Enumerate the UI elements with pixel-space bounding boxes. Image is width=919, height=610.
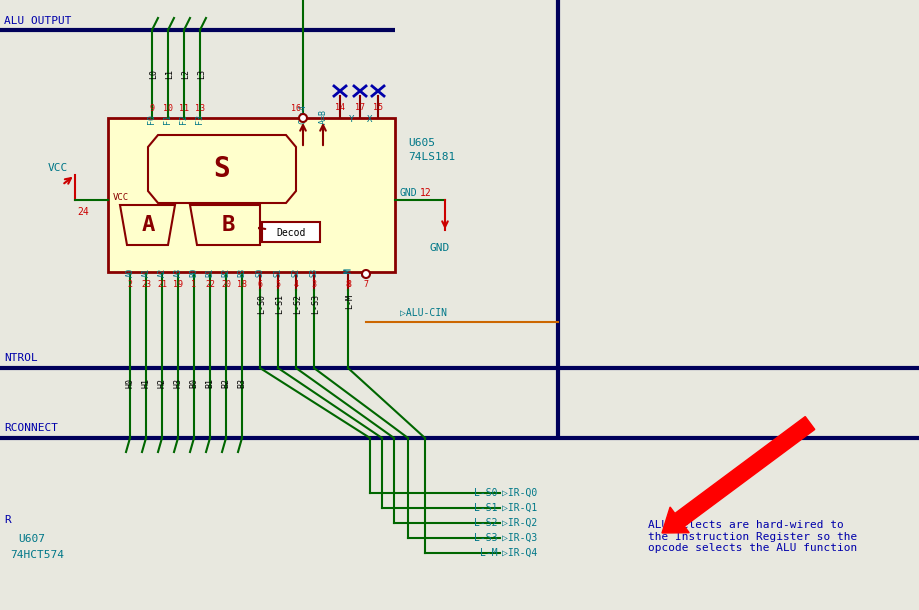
Text: 7: 7: [363, 280, 369, 289]
Text: U607: U607: [18, 534, 45, 544]
Text: Cn: Cn: [361, 268, 370, 278]
Text: L-S1: L-S1: [275, 294, 284, 314]
Text: VCC: VCC: [48, 163, 68, 173]
Text: 14: 14: [335, 103, 345, 112]
Text: ▷IR-Q4: ▷IR-Q4: [502, 548, 537, 558]
Text: A0: A0: [125, 268, 134, 278]
Text: L-S0: L-S0: [257, 294, 267, 314]
Text: L-S0: L-S0: [474, 488, 497, 498]
Text: H0: H0: [125, 378, 134, 388]
Text: ▷IR-Q0: ▷IR-Q0: [502, 488, 537, 498]
Text: Y: Y: [349, 115, 355, 124]
Text: A3: A3: [174, 268, 182, 278]
Text: GND: GND: [400, 188, 417, 198]
Text: 21: 21: [157, 280, 167, 289]
Text: 74LS181: 74LS181: [407, 152, 455, 162]
Text: 8: 8: [346, 280, 350, 289]
Text: 12: 12: [420, 188, 431, 198]
Text: L-S2: L-S2: [474, 518, 497, 528]
Text: B0: B0: [189, 268, 199, 278]
Text: ▷IR-Q3: ▷IR-Q3: [502, 533, 537, 543]
Text: L-M: L-M: [346, 294, 354, 309]
Text: 24: 24: [77, 207, 89, 217]
Text: GND: GND: [429, 243, 449, 253]
Text: L-S2: L-S2: [293, 294, 302, 314]
Text: 74HCT574: 74HCT574: [10, 550, 64, 560]
Text: 3: 3: [312, 280, 316, 289]
Text: L-S3: L-S3: [312, 294, 320, 314]
Text: F3: F3: [196, 114, 204, 124]
Text: L-S3: L-S3: [474, 533, 497, 543]
Text: A1: A1: [142, 268, 151, 278]
Text: B3: B3: [237, 378, 246, 388]
Text: L2: L2: [181, 69, 190, 79]
Text: VCC: VCC: [113, 193, 129, 203]
Bar: [262, 222, 320, 242]
Text: 19: 19: [173, 280, 183, 289]
Text: F2: F2: [179, 114, 188, 124]
Bar: [108, 118, 394, 272]
Text: RCONNECT: RCONNECT: [4, 423, 58, 433]
Text: S2: S2: [291, 268, 301, 278]
Text: 11: 11: [179, 104, 188, 113]
Text: X: X: [367, 115, 372, 124]
Circle shape: [299, 114, 307, 122]
Text: 13: 13: [195, 104, 205, 113]
Text: L-S1: L-S1: [474, 503, 497, 513]
Circle shape: [361, 270, 369, 278]
Text: B2: B2: [221, 378, 231, 388]
Text: 20: 20: [221, 280, 231, 289]
Text: NTROL: NTROL: [4, 353, 38, 363]
Text: B1: B1: [205, 268, 214, 278]
Text: B: B: [221, 215, 234, 235]
Text: L-M: L-M: [480, 548, 497, 558]
Text: 1: 1: [191, 280, 197, 289]
Text: S1: S1: [273, 268, 282, 278]
Text: R: R: [4, 515, 11, 525]
Text: S: S: [213, 155, 230, 183]
Text: A2: A2: [157, 268, 166, 278]
Text: A: A: [142, 215, 154, 235]
Text: H3: H3: [174, 378, 182, 388]
Text: L0: L0: [149, 69, 158, 79]
Text: H2: H2: [157, 378, 166, 388]
Text: U605: U605: [407, 138, 435, 148]
Text: 17: 17: [355, 103, 365, 112]
Text: Decod: Decod: [276, 228, 305, 238]
Text: 15: 15: [372, 103, 382, 112]
Text: 16: 16: [290, 104, 301, 113]
Text: F1: F1: [164, 114, 173, 124]
Text: S3: S3: [309, 268, 318, 278]
Text: 4: 4: [293, 280, 298, 289]
Text: Cn+4: Cn+4: [298, 104, 307, 124]
Text: 2: 2: [128, 280, 132, 289]
Text: 10: 10: [163, 104, 173, 113]
FancyArrow shape: [662, 417, 814, 533]
Text: 22: 22: [205, 280, 215, 289]
Text: M: M: [343, 268, 352, 273]
Text: B0: B0: [189, 378, 199, 388]
Text: B1: B1: [205, 378, 214, 388]
Text: 8: 8: [346, 280, 351, 289]
Text: 18: 18: [237, 280, 246, 289]
Text: M: M: [344, 268, 353, 273]
Text: A=B: A=B: [318, 109, 327, 124]
Text: S0: S0: [255, 268, 265, 278]
Text: 5: 5: [275, 280, 280, 289]
Text: B2: B2: [221, 268, 231, 278]
Text: ALU selects are hard-wired to
the Instruction Register so the
opcode selects the: ALU selects are hard-wired to the Instru…: [647, 520, 857, 553]
Text: ▷IR-Q2: ▷IR-Q2: [502, 518, 537, 528]
Text: L3: L3: [198, 69, 206, 79]
Text: 23: 23: [141, 280, 151, 289]
Text: H1: H1: [142, 378, 151, 388]
Text: ALU OUTPUT: ALU OUTPUT: [4, 16, 72, 26]
Text: F0: F0: [147, 114, 156, 124]
Text: ▷ALU-CIN: ▷ALU-CIN: [400, 308, 447, 318]
Text: 6: 6: [257, 280, 262, 289]
Text: ▷IR-Q1: ▷IR-Q1: [502, 503, 537, 513]
Text: L1: L1: [165, 69, 175, 79]
Text: 9: 9: [149, 104, 154, 113]
Text: B3: B3: [237, 268, 246, 278]
